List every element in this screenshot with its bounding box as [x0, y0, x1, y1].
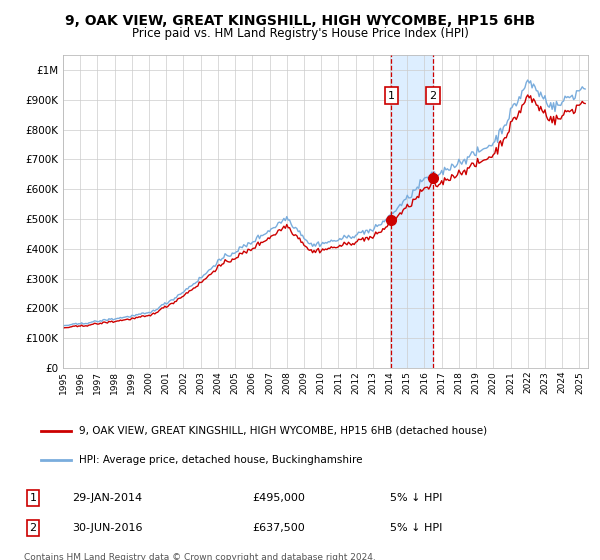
- Text: £637,500: £637,500: [252, 523, 305, 533]
- Text: 5% ↓ HPI: 5% ↓ HPI: [390, 493, 442, 503]
- Bar: [391, 55, 433, 368]
- Text: 1: 1: [388, 91, 395, 101]
- Text: 30-JUN-2016: 30-JUN-2016: [72, 523, 143, 533]
- Text: Price paid vs. HM Land Registry's House Price Index (HPI): Price paid vs. HM Land Registry's House …: [131, 27, 469, 40]
- Text: 2: 2: [29, 523, 37, 533]
- Text: 29-JAN-2014: 29-JAN-2014: [72, 493, 142, 503]
- Text: 5% ↓ HPI: 5% ↓ HPI: [390, 523, 442, 533]
- Text: 9, OAK VIEW, GREAT KINGSHILL, HIGH WYCOMBE, HP15 6HB: 9, OAK VIEW, GREAT KINGSHILL, HIGH WYCOM…: [65, 14, 535, 28]
- Text: HPI: Average price, detached house, Buckinghamshire: HPI: Average price, detached house, Buck…: [79, 455, 362, 465]
- Text: 1: 1: [29, 493, 37, 503]
- Text: 9, OAK VIEW, GREAT KINGSHILL, HIGH WYCOMBE, HP15 6HB (detached house): 9, OAK VIEW, GREAT KINGSHILL, HIGH WYCOM…: [79, 426, 487, 436]
- Text: Contains HM Land Registry data © Crown copyright and database right 2024.: Contains HM Land Registry data © Crown c…: [24, 553, 376, 560]
- Text: 2: 2: [430, 91, 437, 101]
- Text: £495,000: £495,000: [252, 493, 305, 503]
